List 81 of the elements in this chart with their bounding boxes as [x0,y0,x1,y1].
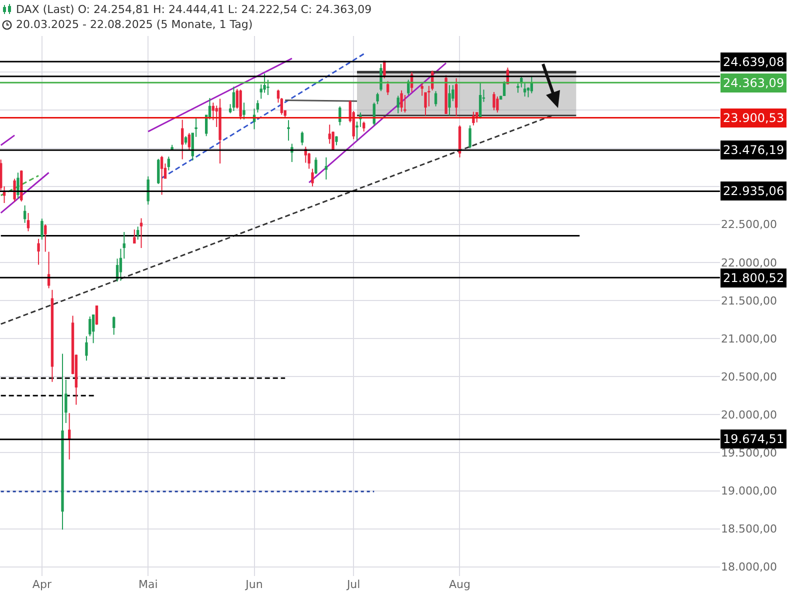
candlestick [68,412,71,460]
chart-title: DAX (Last) O: 24.254,81 H: 24.444,41 L: 24.222,54 C: 24.363,09 [16,2,372,17]
ref-line-label: 19.674,51 [723,432,784,446]
candlestick [478,82,482,118]
candlestick [444,74,448,115]
ref-line-label: 21.800,52 [723,271,784,285]
candlestick [47,251,50,289]
ref-line-label: 23.900,53 [723,111,784,125]
candlestick [458,124,462,158]
x-tick-label: Mai [138,578,158,591]
candlestick [26,212,30,232]
chart-subtitle: 20.03.2025 - 22.08.2025 (5 Monate, 1 Tag) [16,17,253,32]
candlestick [136,226,140,240]
candlestick [232,86,236,112]
candlestick [188,132,191,152]
candlestick [523,82,526,98]
y-tick-label: 19.000,00 [721,484,777,498]
candlestick [85,336,88,362]
ref-line-label: 24.639,08 [723,55,784,69]
candlestick [492,91,496,111]
x-tick-label: Apr [32,578,52,591]
candlestick [434,90,438,107]
candlestick [324,156,328,180]
candlestick [404,94,406,113]
candlestick [160,155,164,196]
candlestick [184,136,188,145]
candlestick [287,120,290,142]
candlestick [311,168,314,187]
y-tick-label: 18.500,00 [721,522,777,536]
candlestick [239,89,242,120]
candlestick [92,314,95,344]
candlestick [314,156,318,175]
y-tick-label: 20.000,00 [721,408,777,422]
candlestick [95,305,98,326]
candlestick [37,238,40,266]
y-tick-label: 22.500,00 [721,218,777,232]
candlestick [40,218,44,240]
candlestick [372,102,376,126]
candlestick [44,224,47,252]
y-tick-label: 20.500,00 [721,370,777,384]
candlestick [476,112,478,123]
candlestick [16,172,20,199]
candlestick [362,121,366,132]
candlestick [335,136,338,146]
candlestick [146,176,150,206]
candlestick [50,289,54,382]
candlestick [218,98,222,164]
x-tick-label: Jun [244,578,263,591]
candlestick [181,119,184,160]
y-tick-label: 19.500,00 [721,446,777,460]
candlestick [468,124,472,149]
ref-line-label: 24.363,09 [723,76,784,90]
candlestick [448,84,451,116]
ref-line-label: 22.935,06 [723,184,784,198]
x-tick-label: Jul [346,578,360,591]
candlestick [242,102,246,120]
candlestick [396,95,400,114]
candlestick [496,96,499,113]
candlestick [0,159,2,191]
candlestick [454,78,458,117]
candlestick [133,229,136,244]
candlestick [157,158,160,185]
y-tick-label: 18.000,00 [721,560,777,574]
candlestick [386,80,390,96]
candlestick [170,144,174,152]
y-tick-label: 22.000,00 [721,256,777,270]
candlestick [112,316,116,336]
candlestick [140,218,143,248]
y-tick-label: 21.000,00 [721,332,777,346]
x-tick-label: Aug [449,578,470,591]
candlestick [376,92,379,105]
y-tick-label: 21.500,00 [721,294,777,308]
candlestick [530,76,533,94]
candlestick [23,204,26,224]
candlestick [300,131,304,146]
ref-line-label: 23.476,19 [723,143,784,157]
candlestick [2,186,6,204]
candlestick [61,353,64,530]
candlestick [13,178,16,202]
candlestick [167,156,170,171]
candlestick [400,90,403,112]
